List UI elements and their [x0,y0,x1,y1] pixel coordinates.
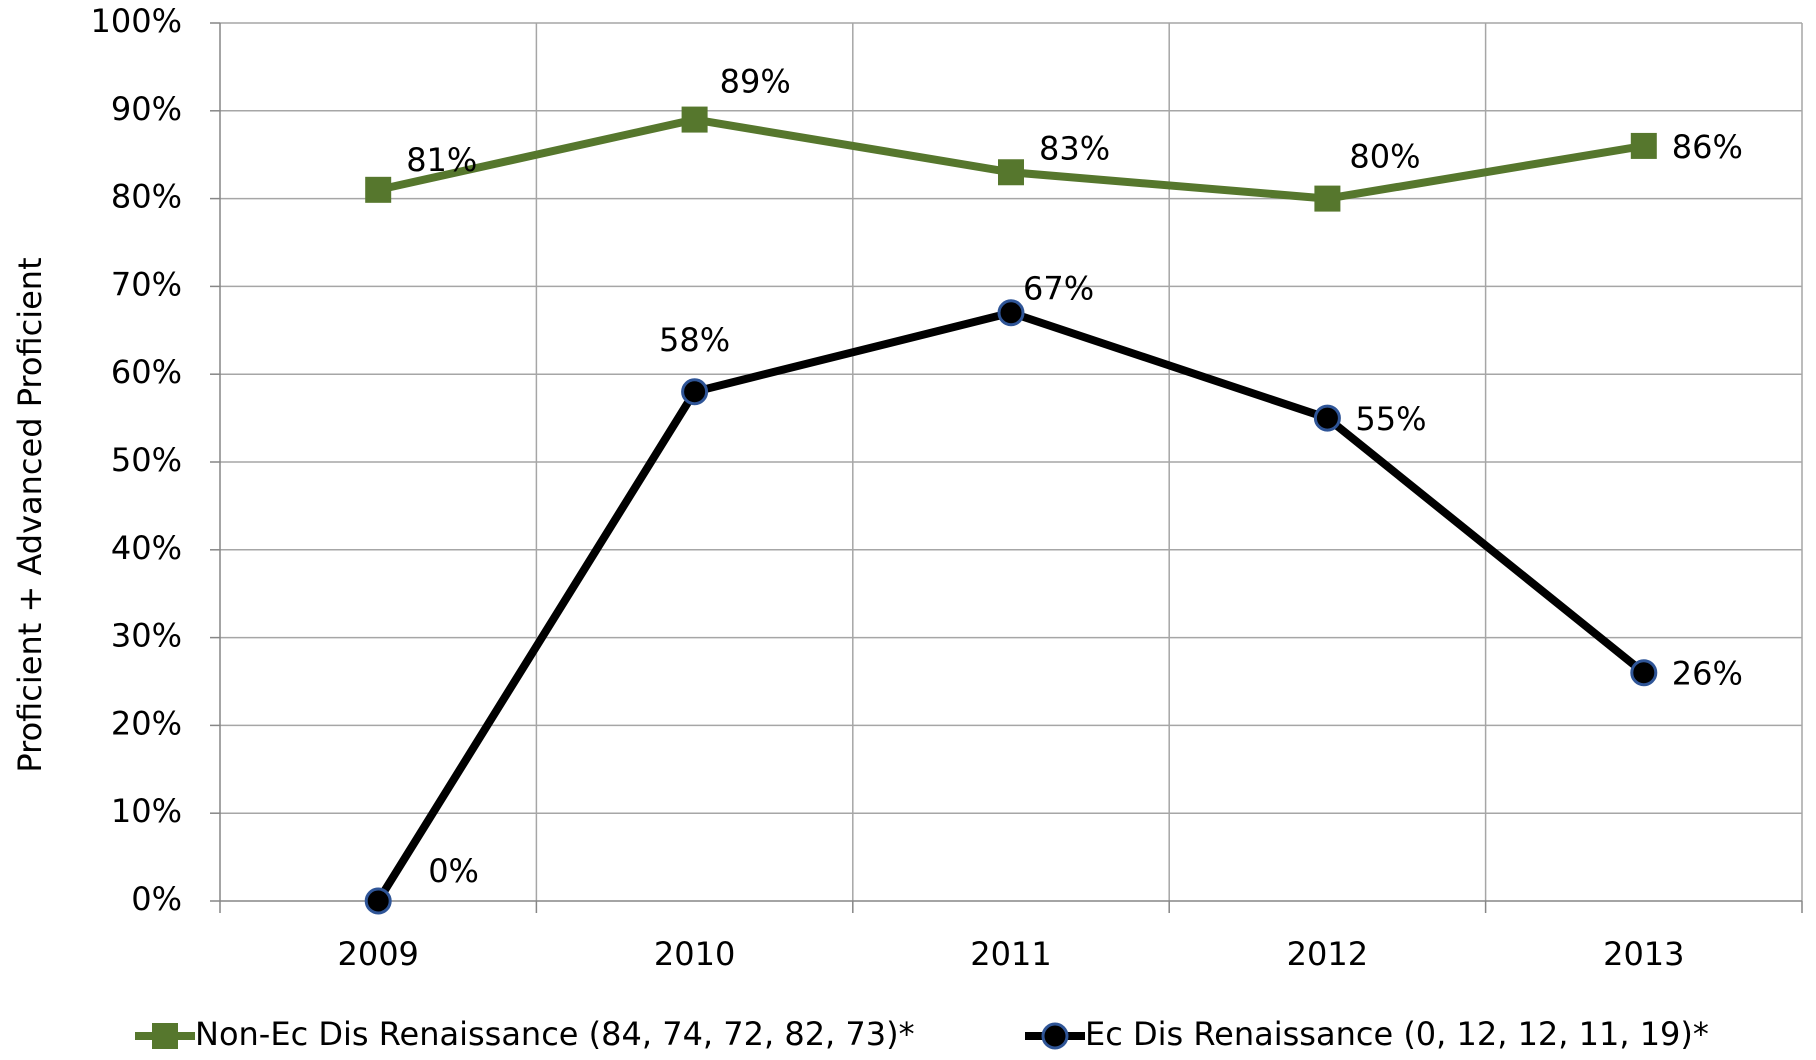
data-point [365,176,392,203]
data-label: 86% [1672,128,1743,166]
data-label: 67% [1023,270,1094,308]
x-tick-label: 2009 [337,935,418,973]
legend-marker [152,1023,178,1049]
y-axis-title: Proficient + Advanced Proficient [11,257,49,772]
y-tick-label: 0% [131,880,182,918]
y-tick-label: 70% [111,265,182,303]
y-tick-label: 20% [111,704,182,742]
y-tick-label: 40% [111,529,182,567]
data-label: 58% [659,321,730,359]
y-tick-label: 90% [111,90,182,128]
data-point [1630,132,1657,159]
x-tick-label: 2010 [654,935,735,973]
series-line [377,115,1645,203]
data-point [997,299,1025,327]
data-point [681,106,708,133]
data-point [998,159,1024,186]
data-point [1313,404,1341,432]
legend-label: Ec Dis Renaissance (0, 12, 12, 11, 19)* [1085,1015,1709,1053]
data-label: 55% [1355,400,1426,438]
y-tick-label: 50% [111,441,182,479]
data-point [1630,659,1658,687]
x-tick-label: 2013 [1603,935,1684,973]
y-tick-label: 80% [111,178,182,216]
y-tick-label: 100% [91,2,182,40]
data-point [364,887,392,915]
data-label: 26% [1672,655,1743,693]
x-tick-label: 2012 [1287,935,1368,973]
data-label: 89% [720,63,791,101]
legend-marker [1041,1022,1069,1050]
data-point [681,378,709,406]
data-label: 83% [1039,129,1110,167]
legend-label: Non-Ec Dis Renaissance (84, 74, 72, 82, … [195,1015,915,1053]
y-tick-label: 30% [111,617,182,655]
y-tick-label: 60% [111,353,182,391]
data-label: 81% [406,141,477,179]
data-point [1314,185,1341,212]
data-label: 80% [1349,138,1420,176]
x-tick-label: 2011 [970,935,1051,973]
data-label: 0% [428,852,479,890]
y-tick-label: 10% [111,792,182,830]
